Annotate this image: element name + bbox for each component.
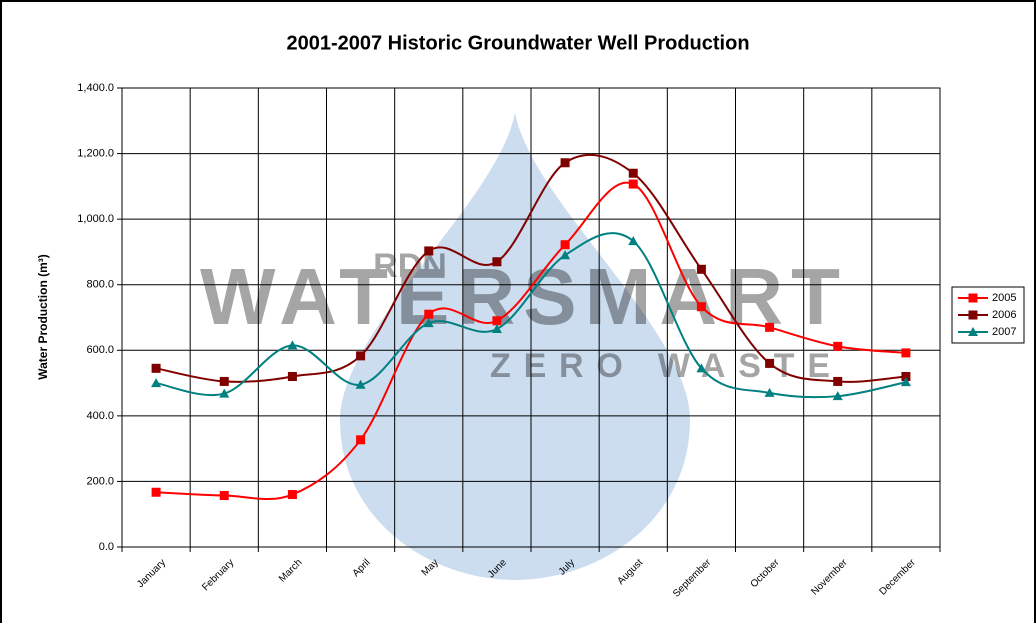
y-tick-label: 1,400.0 <box>77 82 114 94</box>
marker <box>969 294 978 303</box>
y-tick-label: 200.0 <box>86 475 114 487</box>
y-tick-label: 400.0 <box>86 410 114 422</box>
y-tick-label: 600.0 <box>86 344 114 356</box>
marker <box>152 364 161 373</box>
marker <box>629 180 638 189</box>
marker <box>356 351 365 360</box>
marker <box>969 311 978 320</box>
legend-label: 2007 <box>992 326 1016 338</box>
y-tick-label: 800.0 <box>86 279 114 291</box>
marker <box>492 257 501 266</box>
y-tick-label: 1,200.0 <box>77 147 114 159</box>
chart-title: 2001-2007 Historic Groundwater Well Prod… <box>286 32 749 54</box>
marker <box>424 310 433 319</box>
marker <box>765 323 774 332</box>
chart: 2001-2007 Historic Groundwater Well Prod… <box>0 0 1036 623</box>
marker <box>629 169 638 178</box>
marker <box>697 302 706 311</box>
legend-label: 2006 <box>992 309 1016 321</box>
marker <box>288 490 297 499</box>
marker <box>220 491 229 500</box>
marker <box>901 348 910 357</box>
marker <box>356 435 365 444</box>
y-tick-label: 1,000.0 <box>77 213 114 225</box>
marker <box>561 158 570 167</box>
marker <box>220 377 229 386</box>
marker <box>833 342 842 351</box>
marker <box>288 372 297 381</box>
marker <box>152 488 161 497</box>
marker <box>697 265 706 274</box>
marker <box>561 240 570 249</box>
marker <box>492 316 501 325</box>
marker <box>424 246 433 255</box>
watermark-subtitle: ZERO WASTE <box>490 347 830 385</box>
y-tick-label: 0.0 <box>99 541 114 553</box>
marker <box>833 377 842 386</box>
legend-label: 2005 <box>992 292 1016 304</box>
y-axis-label: Water Production (m³) <box>36 254 50 380</box>
legend: 2005 2006 2007 <box>952 287 1024 343</box>
marker <box>765 359 774 368</box>
